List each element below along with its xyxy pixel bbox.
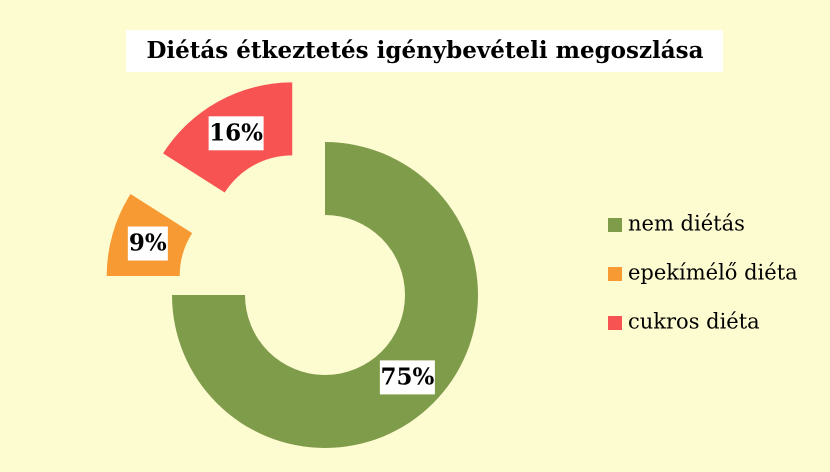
- data-label-box: [208, 116, 264, 151]
- title-box: [126, 30, 723, 72]
- data-label-box: [127, 226, 168, 261]
- legend-swatch: [608, 316, 622, 330]
- data-label: 9%: [129, 230, 167, 257]
- legend-label: cukros diéta: [628, 310, 760, 334]
- chart-title: Diétás étkeztetés igénybevételi megoszlá…: [146, 37, 703, 64]
- legend-swatch: [608, 267, 622, 281]
- data-label: 75%: [380, 363, 434, 390]
- data-label-box: [379, 360, 435, 395]
- data-label: 16%: [209, 119, 263, 146]
- legend-swatch: [608, 218, 622, 232]
- legend-label: nem diétás: [628, 212, 745, 236]
- legend-label: epekímélő diéta: [628, 261, 798, 285]
